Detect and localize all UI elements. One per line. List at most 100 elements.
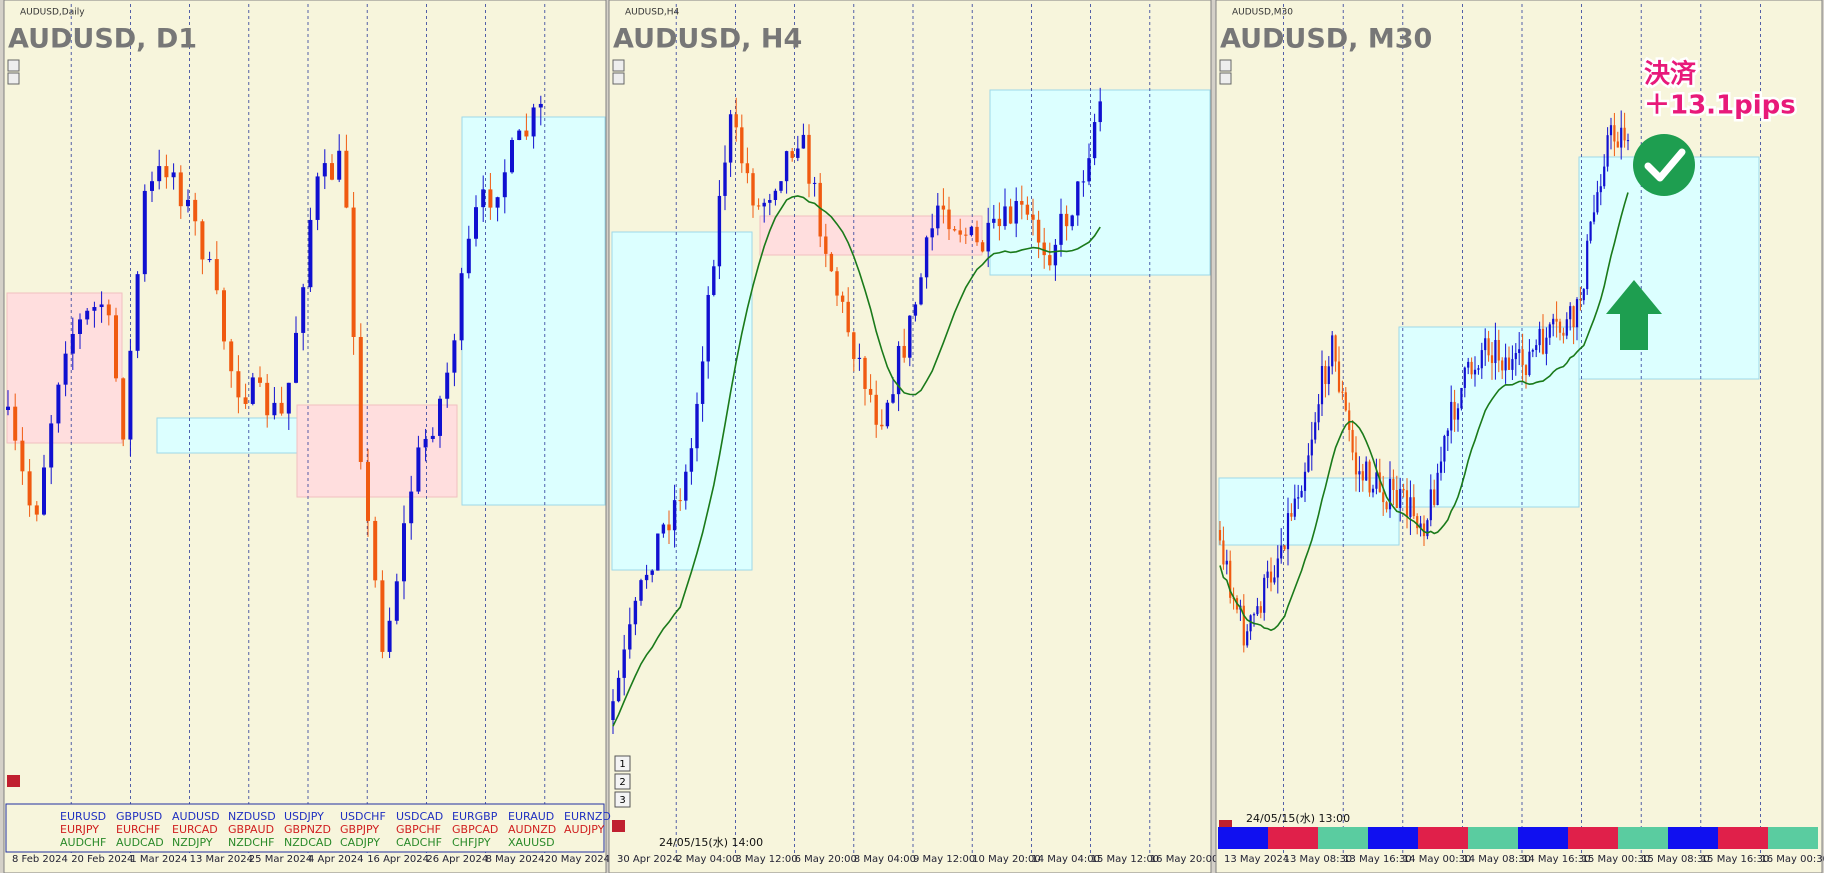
candle-body: [700, 361, 705, 404]
symbol-link[interactable]: EURUSD: [60, 810, 106, 823]
time-label: 8 Feb 2024: [12, 854, 68, 865]
symbol-link[interactable]: EURJPY: [60, 823, 99, 836]
candle-body: [919, 277, 923, 305]
candle-body: [1589, 221, 1592, 241]
plot-area: [611, 4, 1211, 855]
candle-body: [42, 467, 46, 515]
scale-button[interactable]: [612, 59, 625, 72]
symbol-link[interactable]: GBPJPY: [340, 823, 379, 836]
template-button[interactable]: [614, 791, 631, 808]
candle-body: [114, 315, 118, 379]
candle-body: [1480, 350, 1483, 369]
template-button[interactable]: [614, 773, 631, 790]
candle-body: [1252, 614, 1256, 616]
candle-body: [106, 304, 111, 316]
symbol-link[interactable]: NZDCHF: [228, 836, 275, 849]
symbol-link[interactable]: USDJPY: [284, 810, 324, 823]
candle-body: [1405, 490, 1409, 518]
scale-button[interactable]: [612, 72, 625, 85]
symbol-link[interactable]: GBPCHF: [396, 823, 441, 836]
candle-body: [790, 151, 794, 158]
candle-body: [1307, 455, 1310, 472]
candle-body: [409, 491, 414, 524]
candle-body: [1303, 471, 1307, 491]
candle-body: [236, 371, 241, 398]
candle-body: [1249, 615, 1252, 632]
time-label: 15 May 08:30: [1641, 854, 1710, 865]
symbol-link[interactable]: NZDCAD: [284, 836, 332, 849]
symbol-link[interactable]: NZDJPY: [172, 836, 213, 849]
scale-button[interactable]: [7, 59, 20, 72]
symbol-link[interactable]: XAUUSD: [508, 836, 555, 849]
symbol-link[interactable]: USDCAD: [396, 810, 443, 823]
candle-body: [366, 461, 370, 521]
candle-body: [171, 172, 176, 178]
candle-body: [142, 190, 147, 275]
candle-body: [416, 447, 421, 492]
candle-body: [1606, 135, 1609, 167]
symbol-link[interactable]: GBPNZD: [284, 823, 331, 836]
symbol-link[interactable]: AUDNZD: [508, 823, 556, 836]
candle-body: [178, 172, 183, 207]
candle-body: [1399, 488, 1402, 509]
symbol-link[interactable]: GBPUSD: [116, 810, 162, 823]
candle-body: [1273, 577, 1276, 583]
symbol-link[interactable]: NZDUSD: [228, 810, 276, 823]
candle-body: [846, 301, 850, 333]
candle-body: [1436, 472, 1439, 506]
candle-body: [728, 114, 733, 163]
candle-body: [1477, 368, 1480, 370]
candle-body: [1048, 255, 1052, 266]
scale-button[interactable]: [7, 72, 20, 85]
candle-body: [445, 372, 450, 399]
time-label: 14 May 04:00: [1031, 854, 1100, 865]
candle-body: [779, 181, 783, 191]
scale-button[interactable]: [1219, 59, 1232, 72]
candle-body: [656, 533, 660, 571]
symbol-link[interactable]: GBPAUD: [228, 823, 274, 836]
close-button[interactable]: [612, 820, 625, 832]
symbol-link[interactable]: CADCHF: [396, 836, 442, 849]
candle-body: [952, 229, 957, 231]
symbol-link[interactable]: AUDUSD: [172, 810, 220, 823]
candle-body: [812, 182, 817, 184]
candle-body: [762, 202, 766, 207]
symbol-link[interactable]: EURNZD: [564, 810, 611, 823]
symbol-link[interactable]: EURCHF: [116, 823, 160, 836]
symbol-link[interactable]: CADJPY: [340, 836, 380, 849]
candle-body: [1354, 452, 1358, 475]
candle-body: [930, 228, 934, 238]
candle-body: [1443, 436, 1446, 462]
candle-body: [1555, 318, 1558, 322]
symbol-link[interactable]: AUDCAD: [116, 836, 164, 849]
candle-body: [801, 134, 806, 149]
candle-body: [1310, 439, 1313, 456]
candle-body: [1579, 299, 1582, 301]
candle-body: [824, 236, 828, 254]
candle-body: [1076, 181, 1080, 216]
scale-button[interactable]: [1219, 72, 1232, 85]
symbol-link[interactable]: CHFJPY: [452, 836, 491, 849]
symbol-link[interactable]: EURGBP: [452, 810, 498, 823]
candle-body: [1395, 490, 1398, 509]
symbol-link[interactable]: EURAUD: [508, 810, 554, 823]
candle-body: [969, 226, 974, 236]
symbol-link[interactable]: EURCAD: [172, 823, 218, 836]
symbol-link[interactable]: GBPCAD: [452, 823, 498, 836]
template-button[interactable]: [614, 755, 631, 772]
symbol-link[interactable]: AUDCHF: [60, 836, 106, 849]
candle-body: [1575, 299, 1579, 328]
zone-box: [461, 116, 606, 506]
session-bar: [1568, 827, 1618, 849]
symbol-link[interactable]: AUDJPY: [564, 823, 605, 836]
candle-body: [1341, 391, 1344, 393]
candle-body: [1548, 324, 1551, 338]
candle-body: [1344, 392, 1347, 411]
candle-body: [1541, 328, 1545, 354]
close-button[interactable]: [7, 775, 20, 787]
candle-body: [322, 163, 327, 177]
symbol-link[interactable]: USDCHF: [340, 810, 386, 823]
session-bar: [1318, 827, 1368, 849]
candle-body: [70, 333, 75, 354]
